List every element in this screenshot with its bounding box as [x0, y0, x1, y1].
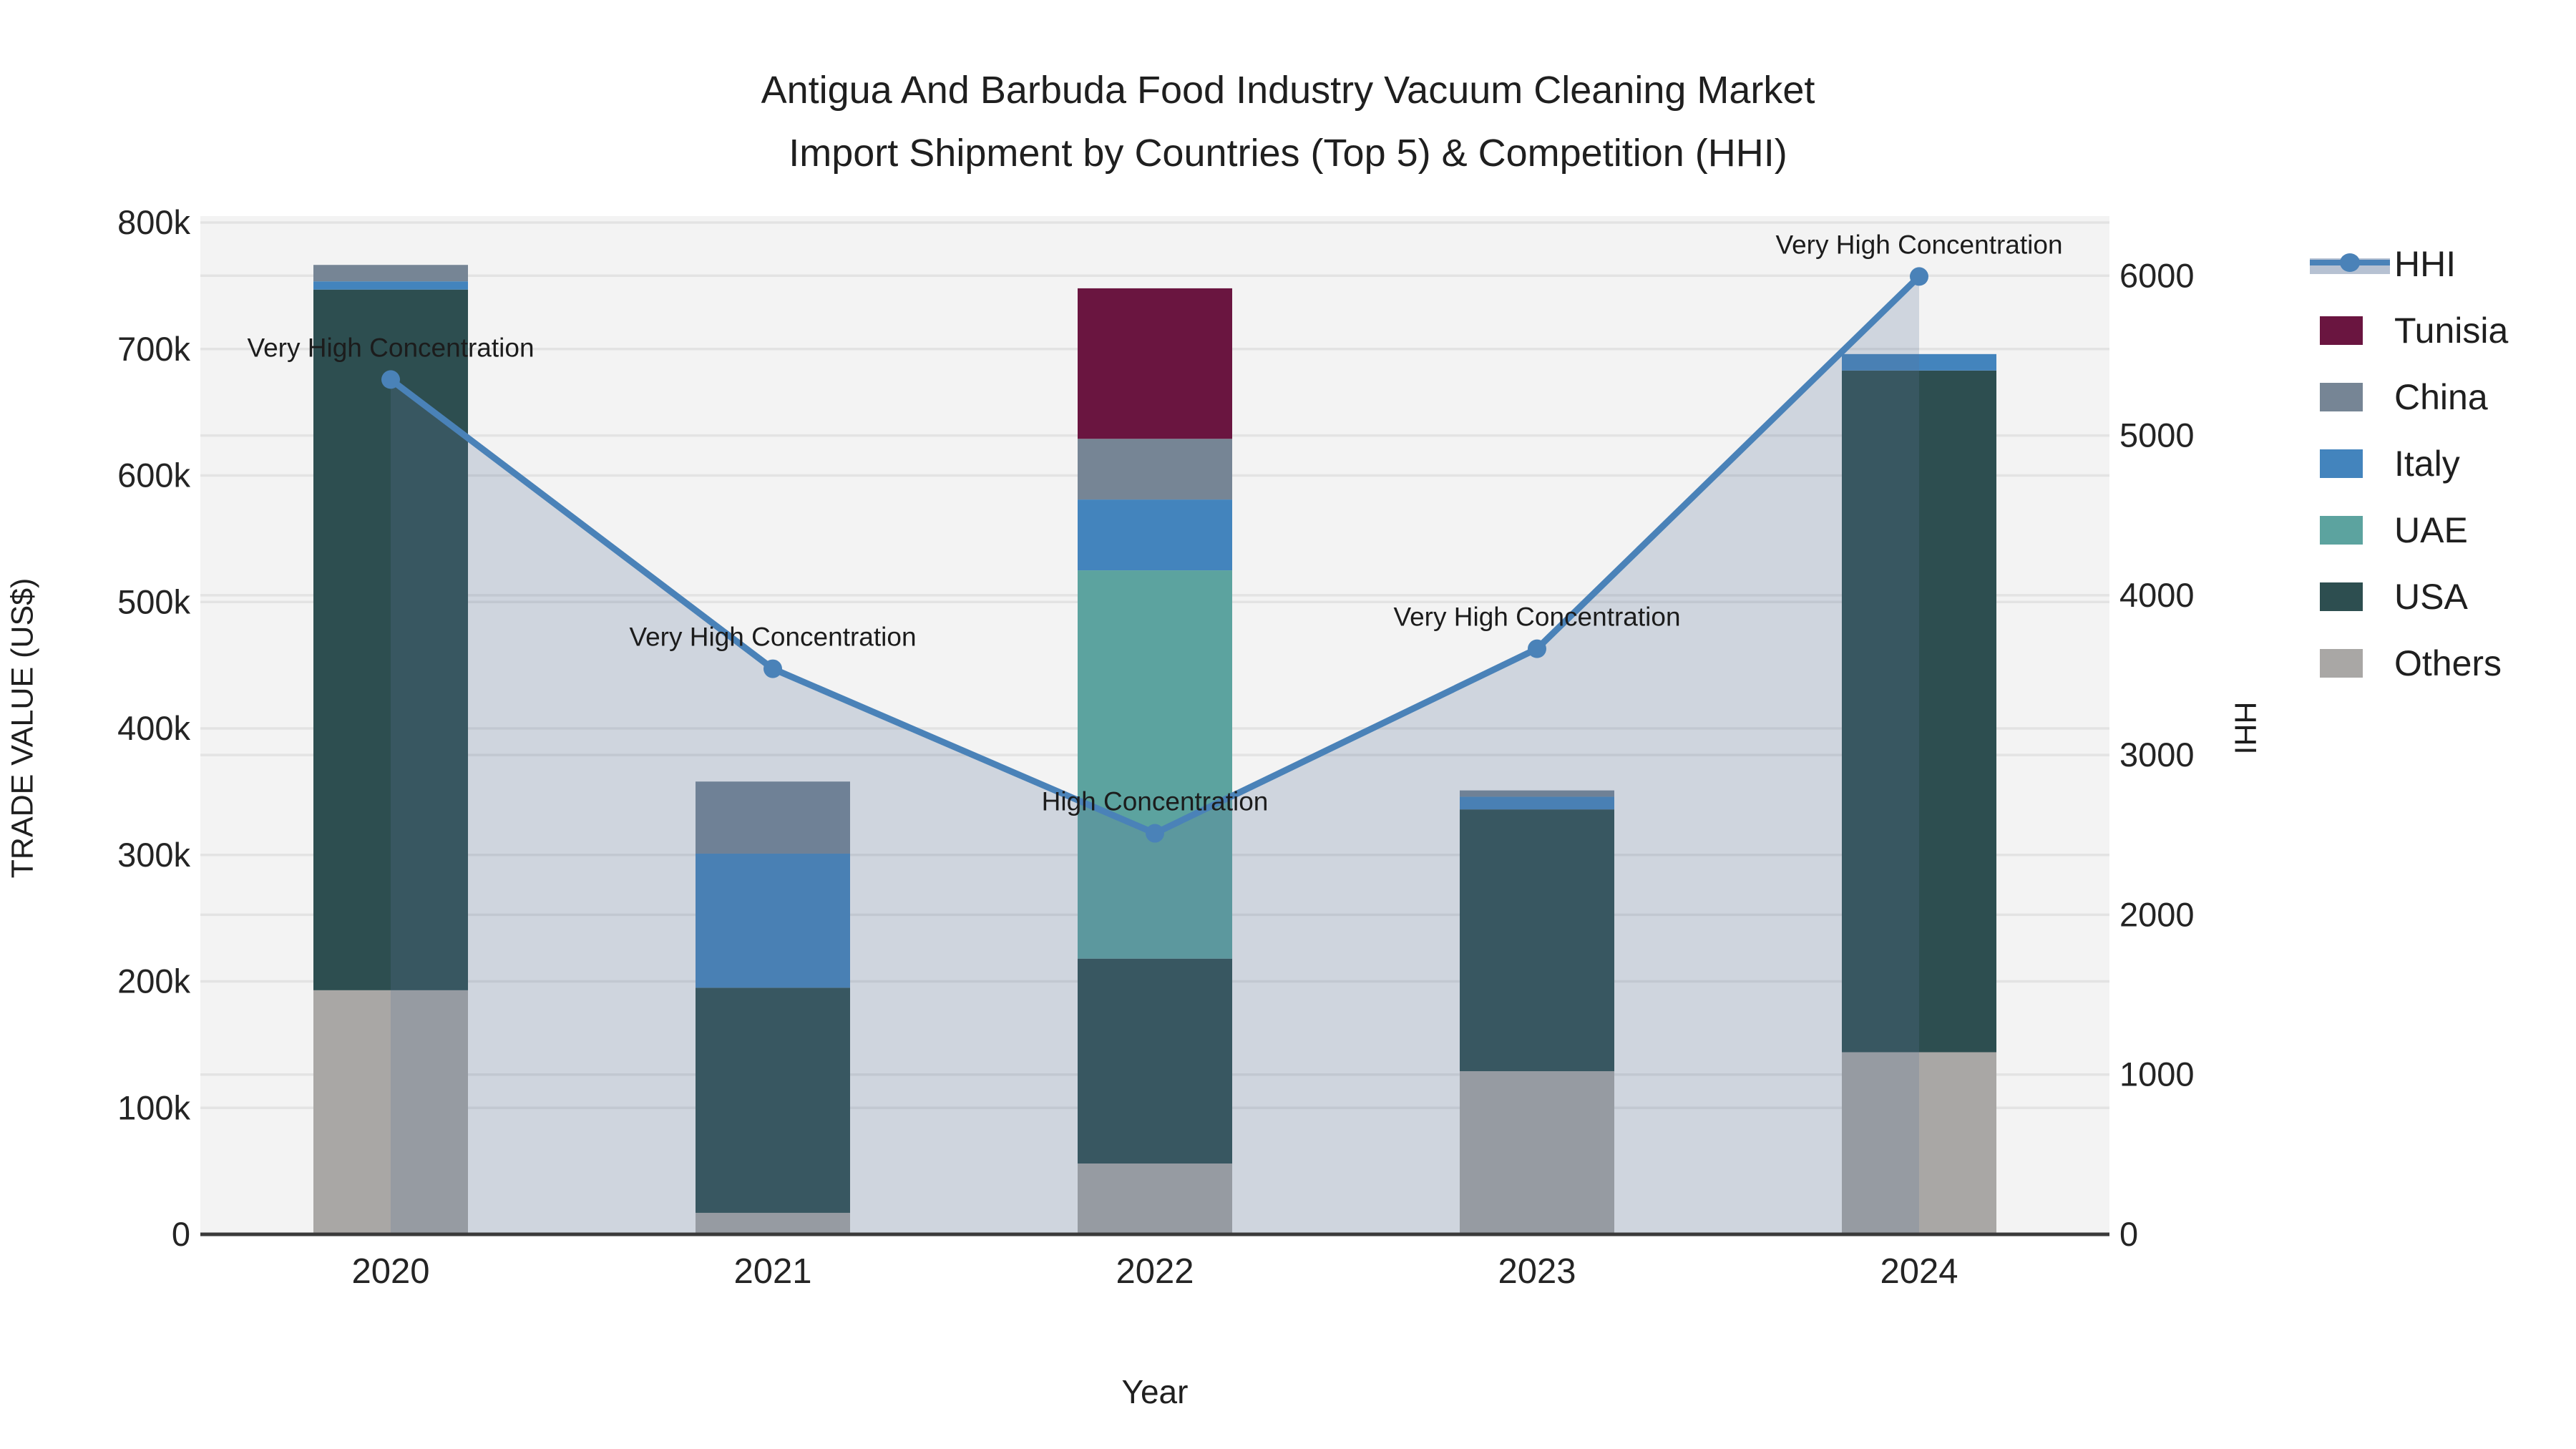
hhi-area-fill	[391, 276, 1919, 1235]
legend-swatch-usa	[2320, 582, 2363, 611]
chart-title: Antigua And Barbuda Food Industry Vacuum…	[0, 59, 2576, 185]
legend-hhi-marker-icon	[2340, 253, 2360, 272]
legend: HHI Tunisia China Italy UAE USA Others	[2310, 230, 2576, 696]
bar-segment-italy-2021[interactable]	[696, 853, 850, 988]
bar-segment-italy-2024[interactable]	[1842, 353, 1996, 371]
legend-item-hhi[interactable]: HHI	[2310, 230, 2576, 297]
legend-label-uae: UAE	[2394, 509, 2468, 550]
annotation-2023: Very High Concentration	[1393, 602, 1680, 632]
legend-item-usa[interactable]: USA	[2310, 563, 2576, 630]
x-tick-label-2020: 2020	[351, 1252, 429, 1291]
left-tick-label: 200k	[117, 962, 190, 1000]
right-axis-title: HHI	[2228, 701, 2263, 755]
bar-segment-usa-2020[interactable]	[313, 289, 468, 990]
legend-swatch-china	[2320, 382, 2363, 411]
legend-swatch-tunisia	[2320, 316, 2363, 345]
legend-label-china: China	[2394, 376, 2488, 417]
bar-segment-others-2020[interactable]	[313, 990, 468, 1234]
left-tick-label: 600k	[117, 457, 190, 494]
annotation-2022: High Concentration	[1042, 787, 1269, 816]
legend-swatch-italy	[2320, 449, 2363, 478]
legend-item-china[interactable]: China	[2310, 364, 2576, 430]
bar-segment-china-2021[interactable]	[696, 781, 850, 854]
bar-segment-others-2023[interactable]	[1460, 1070, 1614, 1234]
bar-segment-italy-2023[interactable]	[1460, 796, 1614, 810]
bar-segment-italy-2022[interactable]	[1078, 499, 1232, 571]
hhi-point-2022[interactable]	[1146, 824, 1164, 843]
legend-item-tunisia[interactable]: Tunisia	[2310, 297, 2576, 364]
legend-item-uae[interactable]: UAE	[2310, 497, 2576, 563]
x-tick-label-2023: 2023	[1498, 1252, 1576, 1291]
right-tick-label: 5000	[2119, 416, 2195, 454]
bar-segment-usa-2022[interactable]	[1078, 958, 1232, 1164]
left-tick-label: 300k	[117, 836, 190, 874]
left-tick-label: 400k	[117, 709, 190, 747]
legend-swatch-others	[2320, 648, 2363, 678]
bar-segment-others-2022[interactable]	[1078, 1163, 1232, 1234]
bar-segment-others-2021[interactable]	[696, 1212, 850, 1234]
annotation-2021: Very High Concentration	[629, 623, 916, 652]
right-tick-label: 0	[2119, 1215, 2138, 1253]
left-tick-label: 0	[172, 1215, 190, 1253]
bar-segment-uae-2022[interactable]	[1078, 570, 1232, 959]
bar-segment-china-2020[interactable]	[313, 265, 468, 282]
hhi-point-2021[interactable]	[763, 659, 782, 678]
legend-hhi-line-icon	[2310, 250, 2390, 278]
right-tick-label: 4000	[2119, 576, 2195, 614]
bar-segment-tunisia-2022[interactable]	[1078, 288, 1232, 439]
legend-swatch-uae	[2320, 515, 2363, 545]
annotation-2024: Very High Concentration	[1775, 230, 2062, 259]
left-tick-label: 800k	[117, 203, 190, 241]
left-tick-label: 500k	[117, 582, 190, 620]
right-tick-label: 2000	[2119, 895, 2195, 933]
legend-label-usa: USA	[2394, 576, 2468, 617]
right-tick-label: 1000	[2119, 1055, 2195, 1093]
legend-label-hhi: HHI	[2394, 243, 2457, 284]
legend-label-others: Others	[2394, 643, 2502, 683]
bar-segment-usa-2021[interactable]	[696, 987, 850, 1213]
chart-title-line2: Import Shipment by Countries (Top 5) & C…	[789, 132, 1787, 175]
legend-label-tunisia: Tunisia	[2394, 310, 2509, 351]
bar-segment-usa-2024[interactable]	[1842, 370, 1996, 1053]
bar-segment-china-2022[interactable]	[1078, 439, 1232, 500]
legend-label-italy: Italy	[2394, 443, 2460, 484]
legend-item-others[interactable]: Others	[2310, 630, 2576, 696]
left-axis-title: TRADE VALUE (US$)	[5, 577, 40, 879]
hhi-point-2024[interactable]	[1910, 267, 1928, 286]
left-tick-label: 100k	[117, 1088, 190, 1126]
hhi-point-2020[interactable]	[381, 370, 400, 389]
right-tick-label: 6000	[2119, 256, 2195, 294]
bar-segment-others-2024[interactable]	[1842, 1052, 1996, 1234]
chart-title-line1: Antigua And Barbuda Food Industry Vacuum…	[761, 69, 1815, 112]
x-tick-label-2024: 2024	[1880, 1252, 1958, 1291]
bar-segment-usa-2023[interactable]	[1460, 809, 1614, 1071]
legend-item-italy[interactable]: Italy	[2310, 430, 2576, 497]
x-tick-label-2021: 2021	[733, 1252, 811, 1291]
left-tick-label: 700k	[117, 330, 190, 368]
hhi-point-2023[interactable]	[1528, 639, 1546, 658]
right-tick-label: 3000	[2119, 736, 2195, 774]
x-axis-title: Year	[1121, 1373, 1189, 1410]
x-tick-label-2022: 2022	[1116, 1252, 1194, 1291]
bar-segment-italy-2020[interactable]	[313, 281, 468, 290]
annotation-2020: Very High Concentration	[247, 333, 534, 362]
bar-segment-china-2023[interactable]	[1460, 790, 1614, 797]
